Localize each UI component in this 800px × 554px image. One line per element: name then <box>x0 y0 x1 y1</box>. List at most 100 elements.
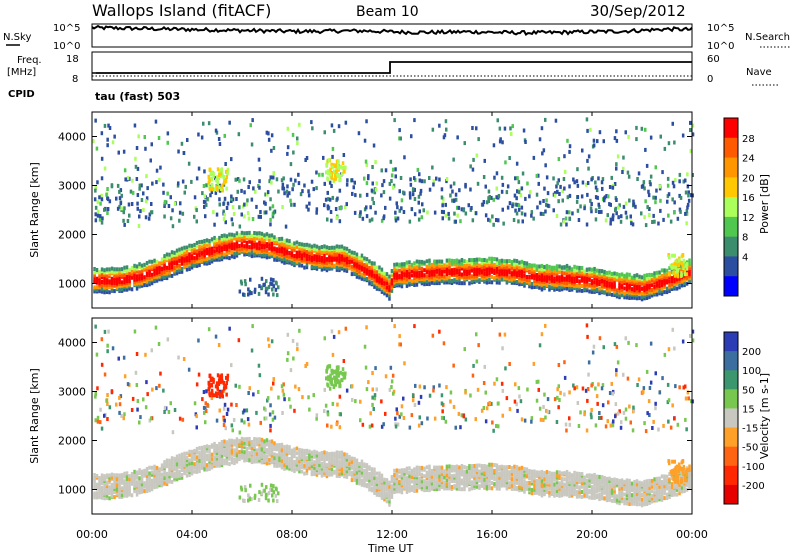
data-cell <box>585 117 589 122</box>
data-cell <box>520 271 524 276</box>
data-cell <box>315 258 319 263</box>
data-cell <box>560 287 564 292</box>
data-cell <box>418 472 421 477</box>
data-cell <box>329 167 332 172</box>
data-cell <box>395 278 399 282</box>
data-cell <box>388 487 391 492</box>
data-cell <box>385 272 389 277</box>
data-cell <box>285 446 289 451</box>
data-cell <box>213 222 216 227</box>
data-cell <box>318 257 321 261</box>
data-cell <box>358 470 361 475</box>
data-cell <box>685 211 689 216</box>
data-cell <box>685 266 689 271</box>
data-cell <box>303 463 306 468</box>
data-cell <box>390 173 394 178</box>
data-cell <box>648 272 651 277</box>
data-cell <box>380 473 384 478</box>
data-cell <box>408 268 411 273</box>
data-cell <box>130 472 134 476</box>
data-cell <box>415 265 419 270</box>
data-cell <box>555 274 559 279</box>
data-cell <box>285 238 289 243</box>
noise-left-label: N.Sky <box>3 32 31 43</box>
data-cell <box>470 279 474 284</box>
data-cell <box>305 242 309 247</box>
data-cell <box>578 284 581 289</box>
data-cell <box>565 271 569 276</box>
data-cell <box>247 185 250 189</box>
data-cell <box>555 287 559 291</box>
data-cell <box>562 177 566 181</box>
data-cell <box>263 210 266 215</box>
data-cell <box>595 268 599 273</box>
data-cell <box>645 296 649 300</box>
data-cell <box>380 270 384 275</box>
data-cell <box>435 259 439 264</box>
data-cell <box>323 247 326 252</box>
data-cell <box>463 271 466 276</box>
data-cell <box>528 269 531 274</box>
data-cell <box>525 275 529 279</box>
data-cell <box>245 452 249 457</box>
data-cell <box>328 461 331 466</box>
data-cell <box>228 256 231 261</box>
data-cell <box>648 207 651 211</box>
data-cell <box>335 450 339 455</box>
data-cell <box>460 464 464 468</box>
data-cell <box>478 473 481 478</box>
data-cell <box>445 276 449 281</box>
data-cell <box>166 131 170 136</box>
data-cell <box>183 247 186 252</box>
data-cell <box>94 186 97 190</box>
data-cell <box>168 254 171 259</box>
data-cell <box>195 259 199 264</box>
data-cell <box>678 276 681 281</box>
data-cell <box>687 190 690 195</box>
data-cell <box>485 277 489 282</box>
data-cell <box>538 266 541 271</box>
data-cell <box>488 259 491 264</box>
data-cell <box>193 250 196 255</box>
data-cell <box>340 257 344 261</box>
data-cell <box>644 199 647 204</box>
data-cell <box>640 211 643 216</box>
data-cell <box>535 192 539 197</box>
data-cell <box>600 278 604 283</box>
data-cell <box>263 252 266 257</box>
data-cell <box>148 279 151 284</box>
data-cell <box>96 209 100 214</box>
data-cell <box>450 485 454 489</box>
data-cell <box>625 272 629 277</box>
data-cell <box>203 194 207 199</box>
data-cell <box>615 129 618 134</box>
data-cell <box>635 273 639 278</box>
data-cell <box>303 454 306 459</box>
data-cell <box>323 470 326 475</box>
data-cell <box>171 224 175 229</box>
data-cell <box>448 275 451 280</box>
data-cell <box>345 268 349 273</box>
data-cell <box>625 295 629 300</box>
data-cell <box>460 261 464 266</box>
data-cell <box>219 174 222 179</box>
data-cell <box>365 205 368 210</box>
data-cell <box>193 256 196 261</box>
data-cell <box>603 274 606 279</box>
data-cell <box>295 456 299 461</box>
data-cell <box>415 478 419 482</box>
data-cell <box>148 273 151 277</box>
data-cell <box>325 466 329 471</box>
data-cell <box>485 200 489 205</box>
data-cell <box>353 469 356 474</box>
data-cell <box>243 238 246 243</box>
data-cell <box>328 469 331 474</box>
data-cell <box>177 149 180 154</box>
data-cell <box>530 210 534 215</box>
data-cell <box>644 127 647 132</box>
data-cell <box>311 126 314 131</box>
date-title: 30/Sep/2012 <box>590 2 686 20</box>
data-cell <box>363 273 366 278</box>
data-cell <box>393 477 396 482</box>
data-cell <box>250 456 254 461</box>
